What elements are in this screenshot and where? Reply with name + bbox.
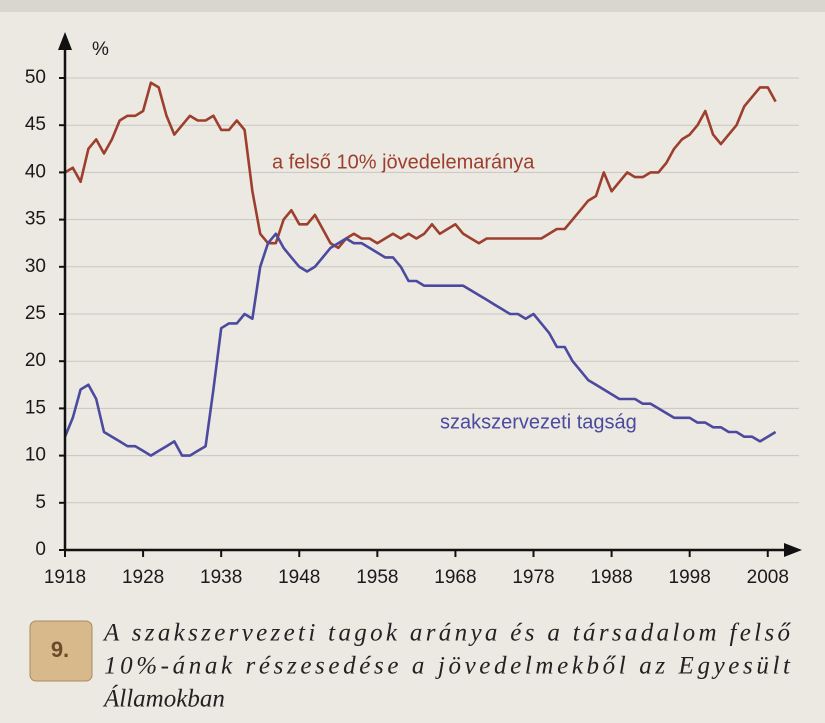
y-tick-label: 0 — [35, 539, 46, 560]
x-tick-label: 1968 — [434, 567, 476, 588]
y-tick-label: 10 — [25, 445, 46, 466]
x-axis-arrow — [784, 543, 802, 557]
y-axis-arrow — [58, 32, 72, 50]
plot-area — [63, 77, 799, 504]
x-tick-label: 1998 — [669, 567, 711, 588]
y-tick-label: 20 — [25, 350, 46, 371]
x-tick-label: 1978 — [512, 567, 554, 588]
x-tick-label: 1948 — [278, 567, 320, 588]
y-tick-label: 15 — [25, 397, 46, 418]
series-label: a felső 10% jövedelemaránya — [272, 151, 535, 173]
y-tick-label: 5 — [35, 492, 46, 513]
y-unit-label: % — [92, 39, 109, 60]
y-tick-label: 45 — [25, 114, 46, 135]
y-tick-label: 50 — [25, 67, 46, 88]
figure-number-box — [29, 620, 93, 682]
x-tick-label: 1938 — [200, 567, 242, 588]
y-tick-label: 40 — [25, 161, 46, 182]
series-label: szakszervezeti tagság — [440, 411, 637, 433]
figure-number: 9. — [51, 637, 69, 662]
page-edge — [0, 0, 825, 12]
y-tick-label: 30 — [25, 256, 46, 277]
x-tick-label: 1928 — [122, 567, 164, 588]
series-line — [64, 81, 777, 250]
y-tick-label: 25 — [25, 303, 46, 324]
series-line — [63, 232, 777, 457]
y-tick-label: 35 — [25, 209, 46, 230]
x-tick-label: 1958 — [356, 567, 398, 588]
x-tick-label: 1918 — [44, 567, 86, 588]
caption-line: 10%-ának részesedése a jövedelmekből az … — [104, 653, 791, 680]
x-tick-label: 2008 — [747, 567, 789, 588]
x-tick-label: 1988 — [590, 567, 632, 588]
caption-line: Államokban — [102, 685, 225, 713]
caption-line: A szakszervezeti tagok aránya és a társa… — [102, 620, 791, 647]
